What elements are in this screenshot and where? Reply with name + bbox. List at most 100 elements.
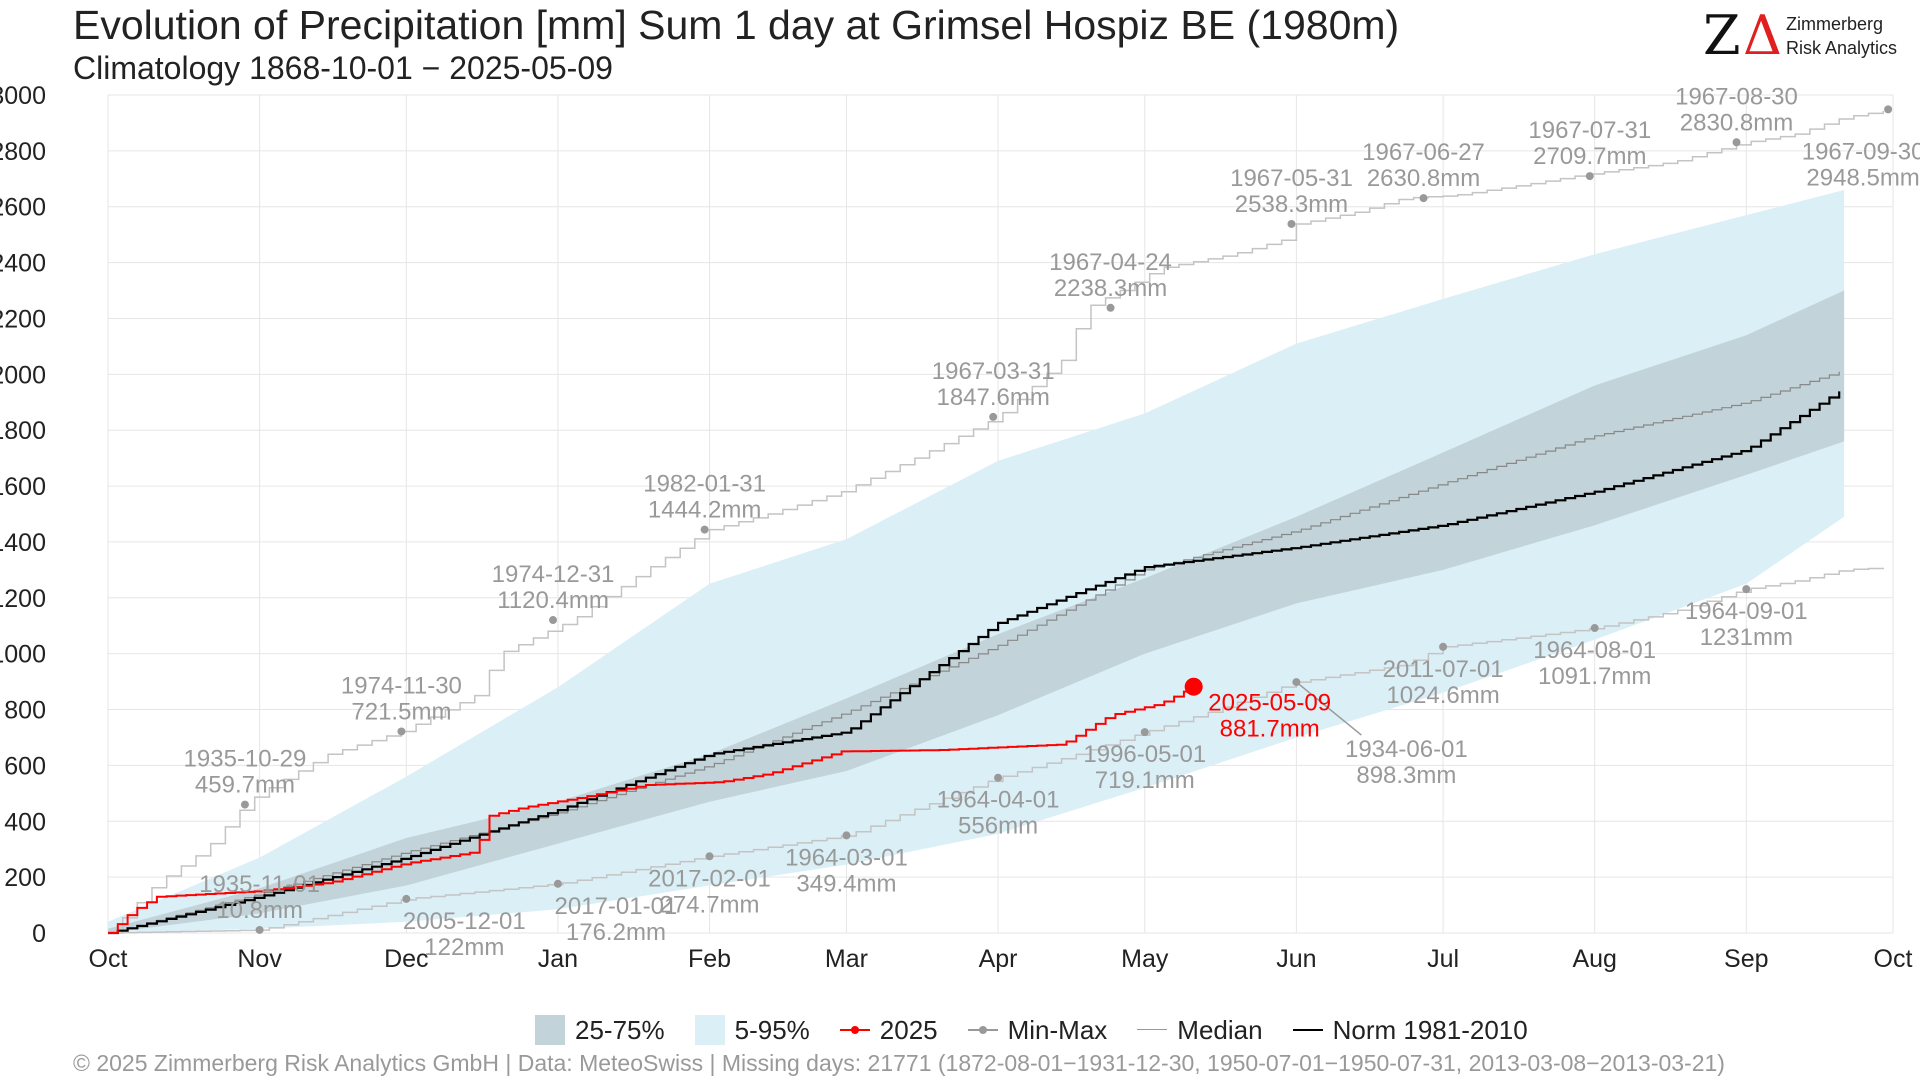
y-tick-label-2400: 2400 <box>0 250 46 278</box>
legend-item-norm: Norm 1981-2010 <box>1292 1014 1528 1046</box>
point-min-1964-08-01 <box>1590 624 1599 633</box>
label-date-min-1996-05-01: 1996-05-01 <box>1083 741 1206 768</box>
logo-z-mark: Z <box>1703 4 1741 67</box>
point-max-1982-01-31 <box>700 525 709 534</box>
point-max-1974-11-30 <box>397 727 406 736</box>
y-tick-label-1600: 1600 <box>0 473 46 501</box>
label-date-min-2017-02-01: 2017-02-01 <box>648 865 771 892</box>
label-value-max-1967-06-27: 2630.8mm <box>1367 165 1480 192</box>
point-max-1967-05-31 <box>1287 219 1296 228</box>
label-value-max-1967-09-30: 2948.5mm <box>1806 164 1919 191</box>
point-min-1935-11-01 <box>255 925 264 934</box>
legend-item-2025: 2025 <box>839 1014 938 1046</box>
point-max-1967-06-27 <box>1419 194 1428 203</box>
point-min-2017-02-01 <box>705 852 714 861</box>
label-date-min-1964-08-01: 1964-08-01 <box>1533 637 1656 664</box>
label-date-max-1967-03-31: 1967-03-31 <box>932 358 1055 385</box>
chart-subtitle: Climatology 1868-10-01 − 2025-05-09 <box>73 50 613 86</box>
label-date-max-1967-06-27: 1967-06-27 <box>1362 139 1485 166</box>
legend-label-5-95: 5-95% <box>734 1014 810 1045</box>
label-date-min-1964-03-01: 1964-03-01 <box>785 844 908 871</box>
point-min-2011-07-01 <box>1439 642 1448 651</box>
label-value-min-2011-07-01: 1024.6mm <box>1386 682 1499 709</box>
point-min-2017-01-01 <box>553 879 562 888</box>
label-value-min-2005-12-01: 122mm <box>424 934 504 961</box>
point-max-1935-10-29 <box>240 800 249 809</box>
legend-label-2025: 2025 <box>879 1014 938 1045</box>
legend-item-5-95: 5-95% <box>694 1014 810 1046</box>
point-min-1996-05-01 <box>1140 728 1149 737</box>
x-tick-label-7: May <box>1121 945 1169 973</box>
company-logo: Z Δ Zimmerberg Risk Analytics <box>1703 8 1903 64</box>
y-tick-label-2000: 2000 <box>0 361 46 389</box>
logo-line-2: Risk Analytics <box>1786 38 1898 58</box>
point-max-1967-08-30 <box>1732 138 1741 147</box>
legend-key-norm <box>1292 1015 1323 1045</box>
legend-key-min-max <box>967 1015 998 1045</box>
label-value-max-1974-11-30: 721.5mm <box>351 698 451 725</box>
x-tick-label-4: Feb <box>688 945 731 973</box>
x-tick-label-9: Jul <box>1427 945 1459 973</box>
x-tick-label-11: Sep <box>1724 945 1768 973</box>
point-min-2005-12-01 <box>402 894 411 903</box>
point-2025-endpoint <box>1184 677 1203 696</box>
leader-min-1934-06-01 <box>1295 681 1362 736</box>
y-tick-label-400: 400 <box>4 808 46 836</box>
chart-title: Evolution of Precipitation [mm] Sum 1 da… <box>73 2 1400 48</box>
y-tick-label-1000: 1000 <box>0 641 46 669</box>
y-tick-label-1400: 1400 <box>0 529 46 557</box>
line-2025 <box>108 686 1195 934</box>
x-tick-label-1: Nov <box>237 945 282 973</box>
median-line <box>108 371 1840 934</box>
label-date-min-1934-06-01: 1934-06-01 <box>1345 736 1468 763</box>
point-max-1974-12-31 <box>549 616 558 625</box>
logo-line-1: Zimmerberg <box>1786 14 1884 34</box>
label-value-min-2017-01-01: 176.2mm <box>566 919 666 946</box>
label-date-min-2005-12-01: 2005-12-01 <box>403 908 526 935</box>
label-value-min-2017-02-01: 274.7mm <box>659 891 759 918</box>
label-date-max-1974-12-31: 1974-12-31 <box>492 561 615 588</box>
label-value-min-1964-04-01: 556mm <box>958 813 1038 840</box>
legend-label-norm: Norm 1981-2010 <box>1332 1014 1528 1045</box>
point-min-1964-04-01 <box>994 773 1003 782</box>
legend-label-25-75: 25-75% <box>575 1014 665 1045</box>
point-max-1967-07-31 <box>1585 172 1594 181</box>
label-value-max-1935-10-29: 459.7mm <box>195 772 295 799</box>
label-value-max-1967-05-31: 2538.3mm <box>1235 191 1348 218</box>
label-value-max-1982-01-31: 1444.2mm <box>648 497 761 524</box>
y-tick-label-600: 600 <box>4 752 46 780</box>
precipitation-chart: 0 200 400 600 800 1000 1200 1400 1600 1800 2000 220… <box>0 82 1920 973</box>
legend-item-25-75: 25-75% <box>535 1015 665 1046</box>
y-tick-label-1800: 1800 <box>0 417 46 445</box>
label-date-max-1974-11-30: 1974-11-30 <box>341 672 462 699</box>
legend-item-min-max: Min-Max <box>967 1014 1108 1046</box>
legend-label-min-max: Min-Max <box>1007 1014 1108 1045</box>
y-tick-label-1200: 1200 <box>0 585 46 613</box>
label-value-max-1967-08-30: 2830.8mm <box>1680 109 1793 136</box>
x-tick-label-6: Apr <box>979 945 1018 973</box>
x-tick-label-10: Aug <box>1572 945 1616 973</box>
chart-legend: 25-75% 5-95% 2025 Min-Max Median Norm 19… <box>535 1013 1558 1047</box>
label-value-2025: 881.7mm <box>1220 716 1320 743</box>
label-date-min-2011-07-01: 2011-07-01 <box>1383 656 1504 683</box>
norm-line <box>108 391 1841 935</box>
legend-item-median: Median <box>1137 1015 1263 1046</box>
label-value-min-1964-08-01: 1091.7mm <box>1538 663 1651 690</box>
label-value-min-1964-03-01: 349.4mm <box>796 870 896 897</box>
label-date-min-2017-01-01: 2017-01-01 <box>555 893 678 920</box>
y-tick-label-2800: 2800 <box>0 138 46 166</box>
point-max-1967-04-24 <box>1106 303 1115 312</box>
x-tick-label-5: Mar <box>825 945 868 973</box>
x-tick-label-12: Oct <box>1874 945 1913 973</box>
legend-key-5-95 <box>694 1015 725 1045</box>
label-date-max-1935-10-29: 1935-10-29 <box>184 746 307 773</box>
label-date-2025: 2025-05-09 <box>1208 690 1331 717</box>
point-min-1964-09-01 <box>1742 585 1751 594</box>
label-value-min-1964-09-01: 1231mm <box>1700 624 1793 651</box>
x-tick-label-8: Jun <box>1276 945 1316 973</box>
band-5-95 <box>108 190 1845 933</box>
label-value-max-1974-12-31: 1120.4mm <box>497 587 609 614</box>
label-value-min-1934-06-01: 898.3mm <box>1356 762 1456 789</box>
legend-key-25-75 <box>535 1015 565 1045</box>
label-value-min-1996-05-01: 719.1mm <box>1095 767 1195 794</box>
